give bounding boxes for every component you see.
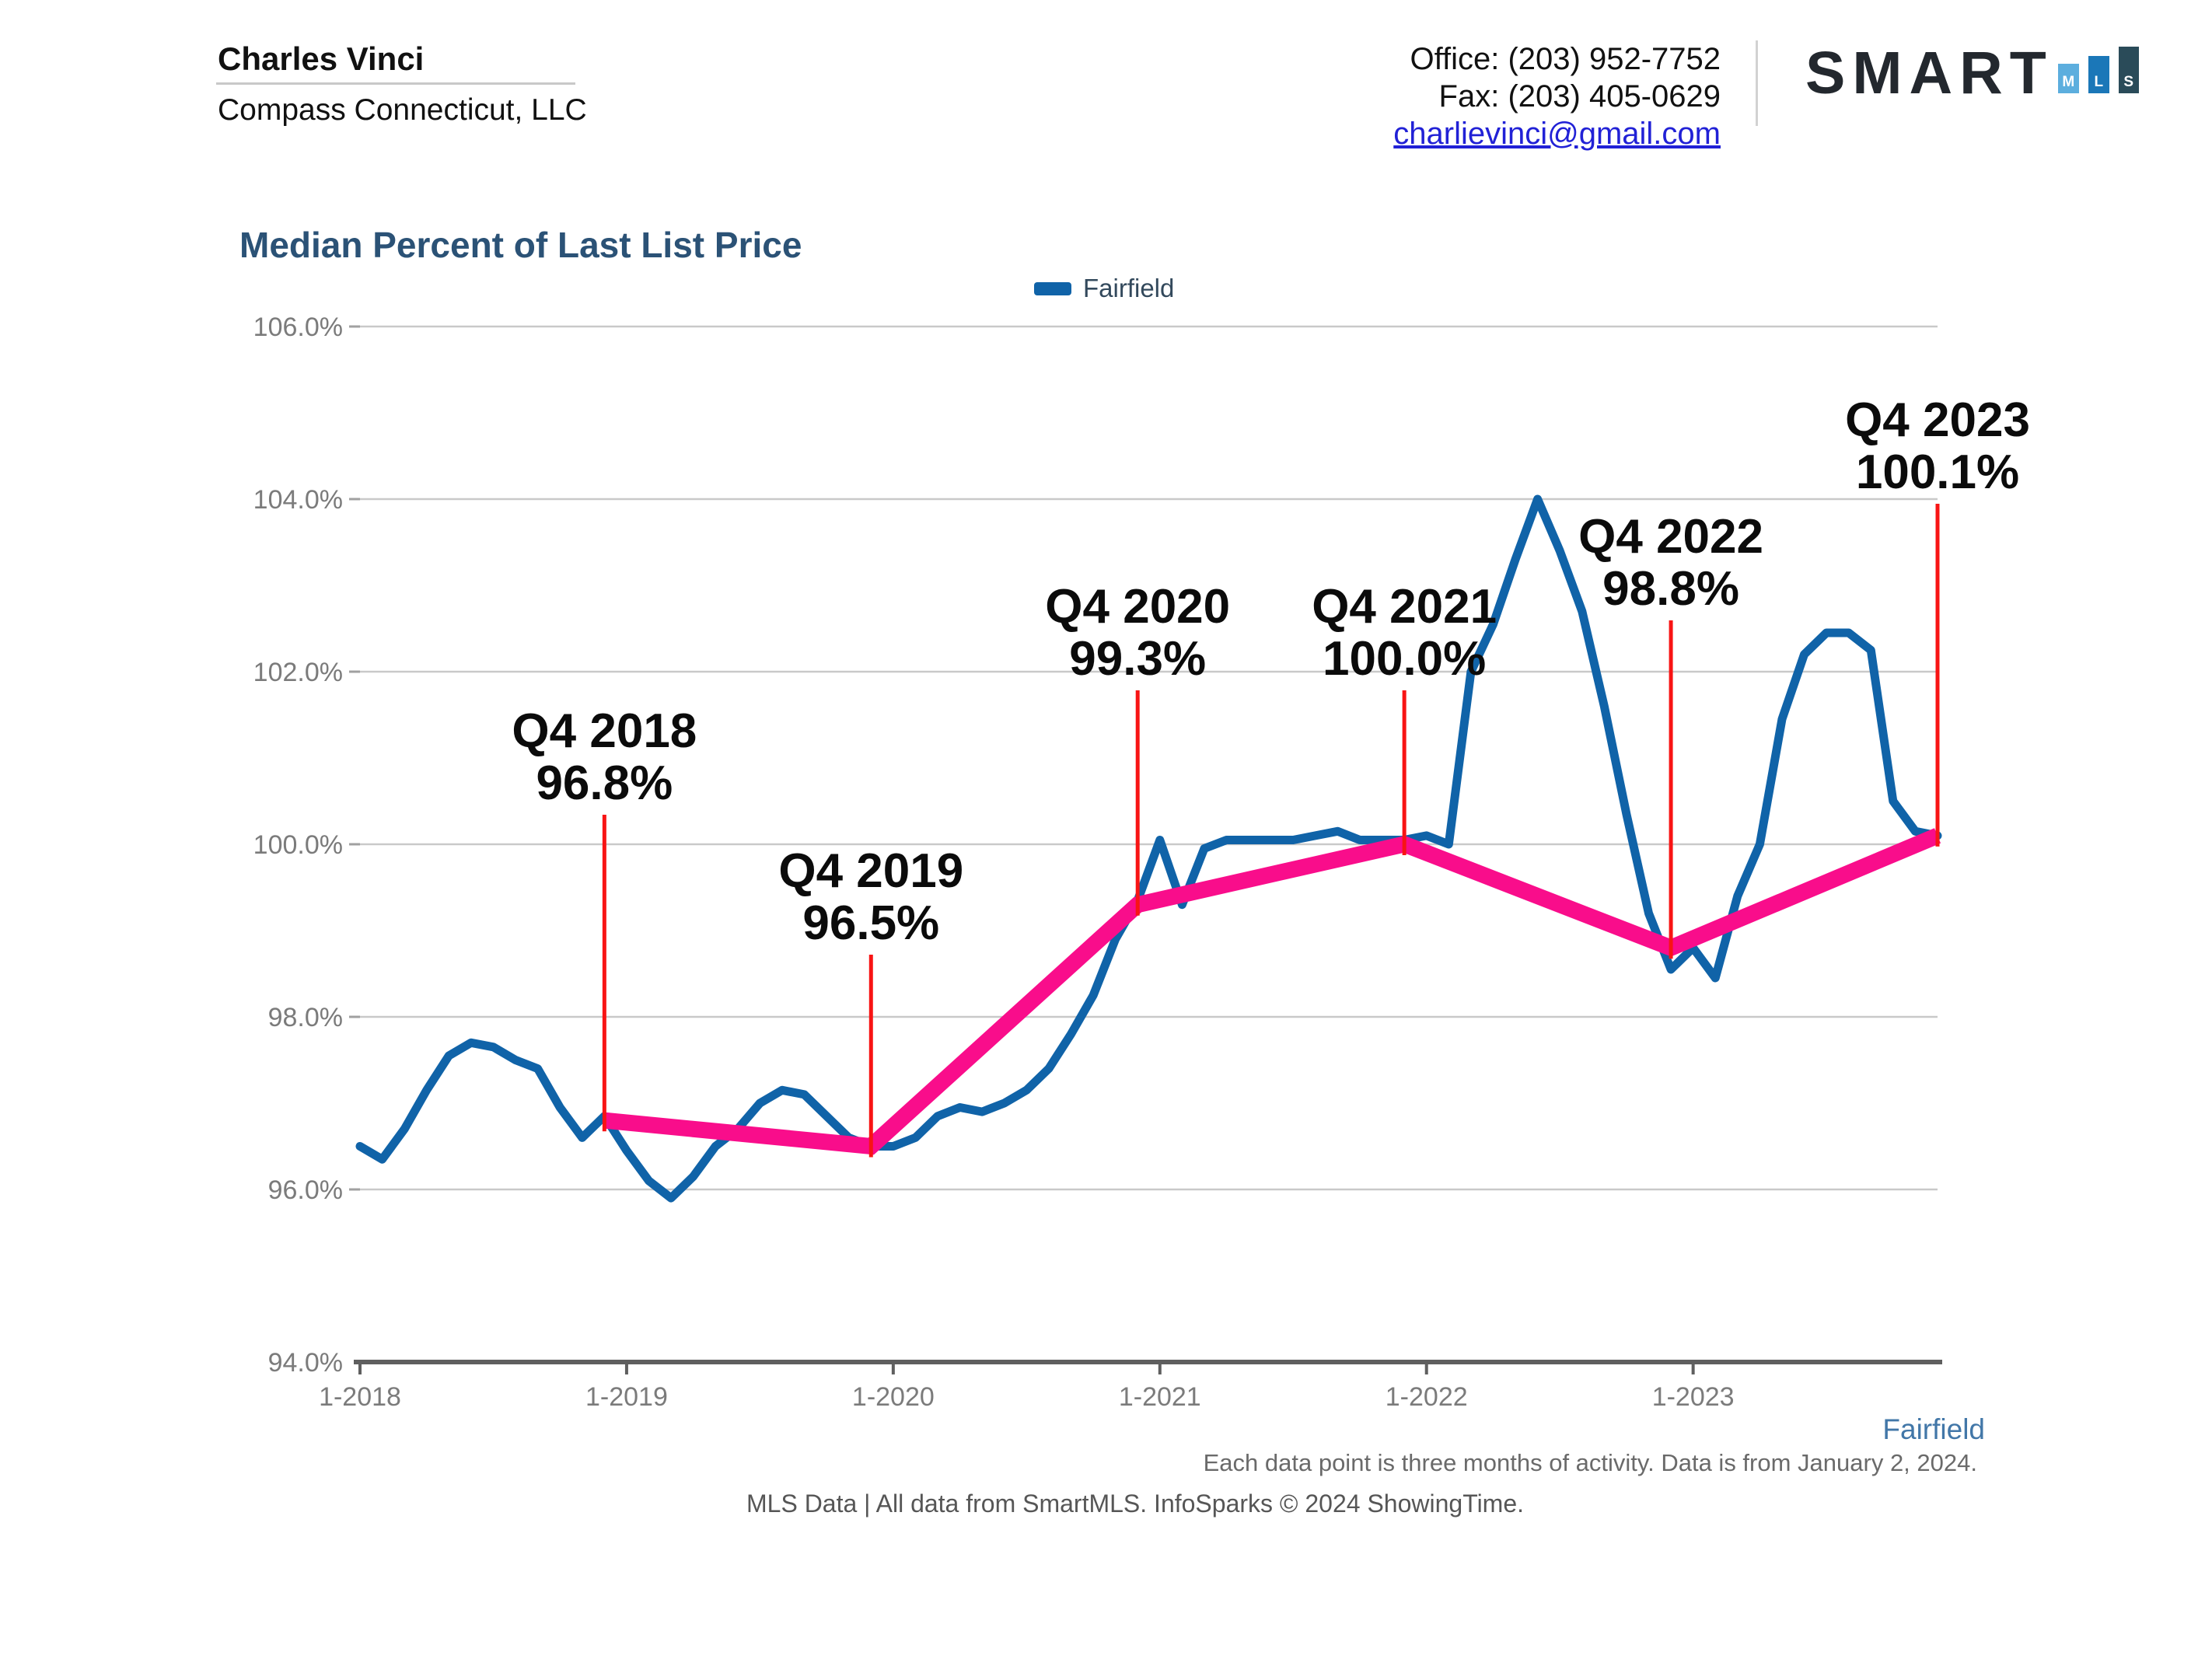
annotation-value-label: 96.5% [802, 896, 939, 950]
y-tick-label: 106.0% [253, 313, 343, 342]
contact-block: Office: (203) 952-7752 Fax: (203) 405-06… [1393, 40, 1721, 152]
x-tick-label: 1-2023 [1652, 1382, 1735, 1412]
footer-series-label: Fairfield [1882, 1413, 1985, 1445]
y-tick-label: 96.0% [268, 1175, 343, 1205]
x-tick-label: 1-2020 [852, 1382, 935, 1412]
annotation-quarter-label: Q4 2018 [512, 704, 697, 758]
annotation-value-label: 100.1% [1856, 445, 2019, 499]
office-phone: Office: (203) 952-7752 [1410, 42, 1721, 76]
chart-title: Median Percent of Last List Price [239, 225, 802, 265]
email-link[interactable]: charlievinci@gmail.com [1393, 117, 1721, 151]
annotation-quarter-label: Q4 2023 [1845, 393, 2030, 447]
annotation-quarter-label: Q4 2021 [1312, 580, 1497, 634]
y-tick-label: 98.0% [268, 1003, 343, 1032]
fairfield-monthly-line [355, 494, 1942, 1203]
q4-trend-line [603, 828, 1941, 1155]
annotation-value-label: 98.8% [1602, 562, 1739, 616]
annotation-quarter-label: Q4 2022 [1578, 510, 1763, 564]
legend-swatch-fairfield [1034, 281, 1071, 295]
agent-name: Charles Vinci [218, 40, 425, 77]
annotation-quarter-label: Q4 2020 [1045, 580, 1230, 634]
annotation-value-label: 96.8% [536, 756, 673, 810]
x-tick-label: 1-2022 [1386, 1382, 1468, 1412]
logo-bar-m: M [2057, 64, 2079, 93]
y-tick-label: 94.0% [268, 1348, 343, 1378]
logo-bar-s: S [2118, 47, 2139, 93]
x-tick-label: 1-2021 [1119, 1382, 1201, 1412]
smartmls-logo-bars: M L S [2057, 47, 2139, 93]
annotation-value-label: 100.0% [1323, 632, 1486, 686]
header-divider [1756, 40, 1758, 126]
legend: Fairfield [1034, 274, 1174, 303]
logo-bar-l: L [2088, 56, 2109, 93]
agent-name-underline [216, 82, 575, 85]
x-tick-label: 1-2019 [585, 1382, 668, 1412]
annotation-quarter-label: Q4 2019 [778, 844, 963, 898]
agent-company: Compass Connecticut, LLC [218, 93, 587, 127]
annotation-value-label: 99.3% [1069, 632, 1206, 686]
legend-label-fairfield[interactable]: Fairfield [1083, 274, 1175, 302]
x-tick-label: 1-2018 [319, 1382, 401, 1412]
y-tick-label: 100.0% [253, 830, 343, 860]
y-tick-label: 102.0% [253, 658, 343, 687]
fax-number: Fax: (203) 405-0629 [1438, 79, 1721, 114]
footer-data-note: Each data point is three months of activ… [1203, 1449, 1977, 1476]
smartmls-logo-word: SMART [1805, 40, 2053, 107]
smartmls-logo: SMART M L S [1805, 44, 2139, 103]
footer-source-note: MLS Data | All data from SmartMLS. InfoS… [746, 1490, 1525, 1518]
y-tick-label: 104.0% [253, 485, 343, 515]
